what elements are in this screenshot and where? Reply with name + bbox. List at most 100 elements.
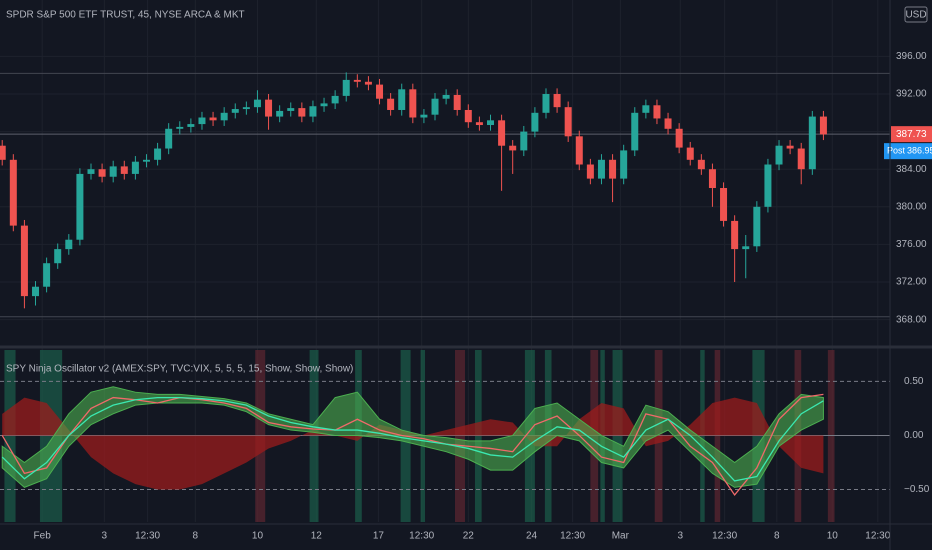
candle-body bbox=[0, 145, 6, 160]
candle-body bbox=[720, 188, 728, 221]
candle-body bbox=[20, 225, 28, 297]
candle-body bbox=[287, 108, 295, 111]
x-tick-label: 3 bbox=[102, 531, 108, 542]
y-tick-label: 372.00 bbox=[896, 277, 927, 288]
candle-body bbox=[731, 220, 739, 250]
indicator-title: SPY Ninja Oscillator v2 (AMEX:SPY, TVC:V… bbox=[6, 364, 353, 375]
x-tick-label: 22 bbox=[463, 531, 475, 542]
candle-body bbox=[187, 124, 195, 127]
x-tick-label: Mar bbox=[612, 531, 630, 542]
candle-body bbox=[198, 117, 206, 125]
candle-body bbox=[742, 246, 750, 250]
candle-body bbox=[43, 263, 51, 287]
x-tick-label: 12:30 bbox=[712, 531, 737, 542]
post-market-name: Post bbox=[887, 146, 906, 156]
candle-body bbox=[376, 84, 384, 99]
candle-body bbox=[553, 94, 561, 108]
candle-body bbox=[520, 131, 528, 151]
candle-body bbox=[331, 95, 339, 104]
candle-body bbox=[398, 89, 406, 110]
candle-body bbox=[819, 116, 827, 135]
candle-body bbox=[54, 249, 62, 264]
candle-body bbox=[9, 159, 17, 226]
y-tick-label: 0.00 bbox=[904, 430, 924, 441]
candle-body bbox=[276, 110, 284, 117]
y-tick-label: 380.00 bbox=[896, 201, 927, 212]
candle-body bbox=[165, 128, 173, 149]
buy-zone bbox=[612, 350, 623, 522]
x-tick-label: 8 bbox=[193, 531, 199, 542]
candle-body bbox=[420, 114, 428, 118]
candle-body bbox=[575, 136, 583, 165]
candle-body bbox=[387, 98, 395, 110]
x-tick-label: 12:30 bbox=[135, 531, 160, 542]
candle-body bbox=[253, 99, 261, 108]
x-tick-label: 10 bbox=[252, 531, 264, 542]
y-tick-label: 376.00 bbox=[896, 239, 927, 250]
sell-zone bbox=[827, 350, 835, 522]
sell-zone bbox=[454, 350, 465, 522]
candle-body bbox=[120, 166, 128, 174]
fast-line bbox=[1, 393, 824, 497]
y-tick-label: 396.00 bbox=[896, 51, 927, 62]
candle-body bbox=[786, 145, 794, 149]
candle-body bbox=[653, 105, 661, 119]
candle-body bbox=[32, 286, 40, 297]
candle-body bbox=[486, 120, 494, 126]
currency-button[interactable] bbox=[904, 6, 928, 23]
last-price-tag bbox=[891, 126, 932, 143]
post-market-tag bbox=[884, 143, 932, 160]
candle-body bbox=[265, 99, 273, 117]
last-price-label: 387.73 bbox=[896, 129, 927, 140]
candle-body bbox=[708, 169, 716, 189]
candle-body bbox=[686, 147, 694, 160]
x-tick-label: 17 bbox=[373, 531, 385, 542]
candle-body bbox=[531, 112, 539, 132]
candle-body bbox=[542, 94, 550, 113]
candle-body bbox=[320, 103, 328, 107]
candle-body bbox=[76, 173, 84, 240]
candle-body bbox=[176, 126, 184, 129]
candle-body bbox=[442, 94, 450, 99]
symbol-title: SPDR S&P 500 ETF TRUST, 45, NYSE ARCA & … bbox=[6, 10, 245, 21]
candle-body bbox=[564, 107, 572, 137]
candle-body bbox=[664, 118, 672, 129]
buy-zone bbox=[309, 350, 319, 522]
y-tick-label: −0.50 bbox=[904, 484, 930, 495]
buy-zone bbox=[700, 350, 705, 522]
candle-body bbox=[231, 109, 239, 113]
buy-zone bbox=[4, 350, 16, 522]
candle-body bbox=[464, 109, 472, 123]
candle-body bbox=[353, 79, 361, 82]
candle-body bbox=[65, 239, 73, 250]
candle-body bbox=[697, 159, 705, 170]
candle-body bbox=[87, 169, 95, 174]
candle-body bbox=[453, 94, 461, 110]
candle-body bbox=[597, 159, 605, 179]
candle-body bbox=[675, 128, 683, 148]
y-tick-label: 392.00 bbox=[896, 89, 927, 100]
candle-body bbox=[586, 164, 594, 179]
y-tick-label: 0.50 bbox=[904, 376, 924, 387]
candle-body bbox=[509, 145, 517, 151]
candle-body bbox=[142, 159, 150, 162]
x-tick-label: 10 bbox=[827, 531, 839, 542]
candle-body bbox=[131, 161, 139, 174]
slow-line bbox=[1, 396, 824, 482]
x-tick-label: 24 bbox=[526, 531, 538, 542]
candle-body bbox=[620, 150, 628, 179]
x-tick-label: 12:30 bbox=[560, 531, 585, 542]
candle-body bbox=[342, 79, 350, 96]
post-market-value: 386.95 bbox=[907, 146, 932, 156]
candle-body bbox=[764, 164, 772, 207]
x-tick-label: Feb bbox=[34, 531, 52, 542]
candle-body bbox=[220, 112, 228, 121]
x-tick-label: 8 bbox=[774, 531, 780, 542]
sell-zone bbox=[714, 350, 721, 522]
buy-zone bbox=[752, 350, 765, 522]
currency[interactable]: USD bbox=[905, 10, 926, 21]
buy-zone bbox=[474, 350, 482, 522]
candle-body bbox=[409, 89, 417, 118]
candle-body bbox=[475, 122, 483, 126]
